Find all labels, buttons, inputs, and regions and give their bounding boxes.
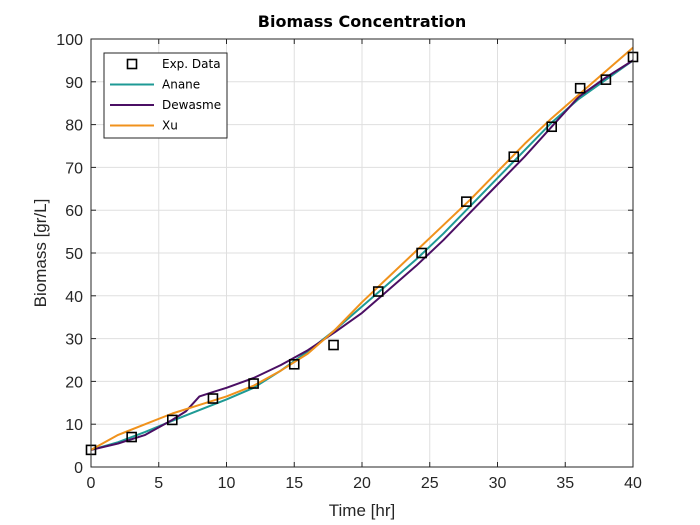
data-point-marker	[546, 121, 558, 133]
x-axis-label: Time [hr]	[329, 501, 395, 520]
x-tick-label: 25	[421, 475, 439, 492]
series-line-xu	[90, 46, 634, 451]
x-tick-label: 5	[154, 475, 163, 492]
data-point-marker	[372, 286, 384, 297]
legend-label-anane: Anane	[162, 78, 200, 92]
y-tick-label: 30	[65, 332, 83, 349]
data-point-marker	[600, 74, 612, 85]
data-point-marker	[416, 247, 427, 259]
chart-title: Biomass Concentration	[258, 12, 466, 31]
data-point-marker	[574, 82, 586, 94]
y-tick-label: 20	[65, 374, 83, 391]
axis-ticks	[90, 38, 634, 468]
x-tick-label: 10	[218, 475, 236, 492]
data-point-marker	[508, 151, 520, 162]
x-tick-label: 40	[624, 475, 642, 492]
grid-lines	[90, 38, 634, 468]
y-tick-label: 90	[65, 75, 83, 92]
y-axis-label: Biomass [gr/L]	[31, 199, 50, 308]
data-point-marker	[248, 378, 259, 389]
data-point-marker	[207, 393, 219, 404]
data-point-marker	[288, 358, 300, 370]
x-tick-label: 30	[489, 475, 507, 492]
y-tick-label: 100	[56, 32, 83, 49]
data-point-marker	[328, 339, 339, 351]
series-line-anane	[90, 59, 634, 451]
y-tick-label: 60	[65, 203, 83, 220]
x-tick-label: 35	[556, 475, 574, 492]
legend-label-xu: Xu	[162, 119, 178, 133]
y-tick-label: 10	[65, 417, 83, 434]
tick-labels: 0 5 10 15 20 25 30 35 40 0 10 20 30 40 50 60 70 80 90 100	[56, 32, 642, 492]
legend: Exp. Data Anane Dewasme Xu	[103, 52, 228, 139]
y-tick-label: 40	[65, 289, 83, 306]
series-lines	[90, 46, 634, 451]
series-line-dewasme	[90, 59, 634, 451]
legend-swatch-exp-data	[126, 58, 138, 70]
x-tick-label: 0	[87, 475, 96, 492]
y-tick-label: 50	[65, 246, 83, 263]
y-tick-label: 80	[65, 118, 83, 135]
data-point-marker	[126, 431, 137, 443]
legend-box	[103, 52, 228, 139]
x-tick-label: 20	[353, 475, 371, 492]
y-tick-label: 70	[65, 160, 83, 177]
data-point-marker	[167, 414, 178, 426]
y-tick-label: 0	[74, 460, 83, 477]
data-point-marker	[461, 196, 472, 207]
legend-label-dewasme: Dewasme	[162, 98, 221, 112]
x-tick-label: 15	[285, 475, 303, 492]
legend-label-exp-data: Exp. Data	[162, 57, 221, 71]
